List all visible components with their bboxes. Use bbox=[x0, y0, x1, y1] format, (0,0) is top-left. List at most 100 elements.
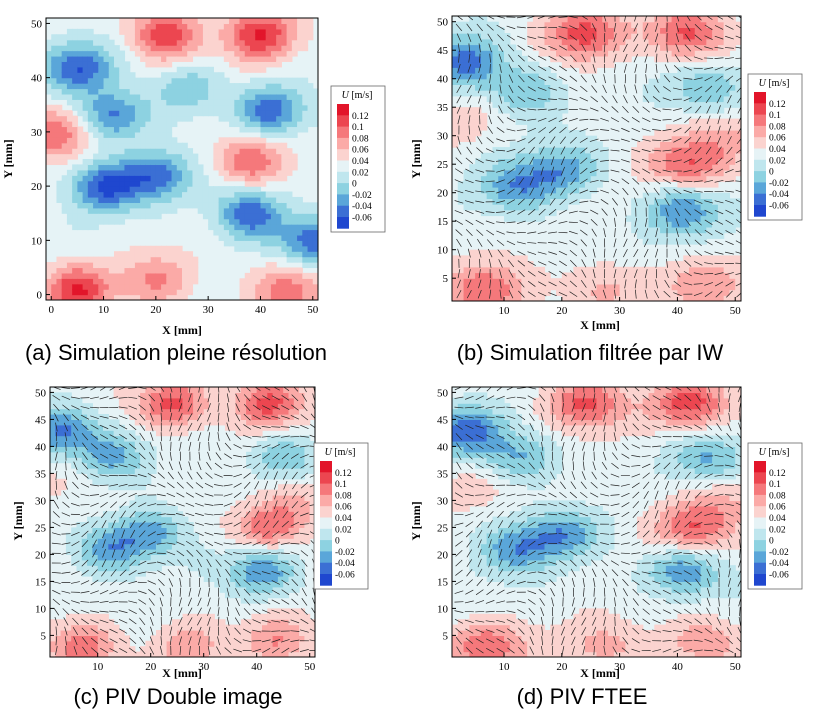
velocity-vector bbox=[223, 484, 233, 487]
velocity-vector bbox=[620, 542, 630, 545]
colorbar-swatch bbox=[754, 137, 766, 149]
velocity-vector bbox=[468, 115, 471, 125]
velocity-vector bbox=[683, 629, 693, 633]
velocity-vector bbox=[652, 609, 661, 615]
velocity-vector bbox=[81, 618, 89, 625]
velocity-vector bbox=[149, 617, 154, 626]
velocity-vector bbox=[540, 412, 544, 422]
velocity-vector bbox=[652, 435, 662, 438]
velocity-vector bbox=[527, 581, 537, 584]
velocity-vector bbox=[725, 281, 734, 287]
velocity-vector bbox=[518, 290, 525, 298]
velocity-vector bbox=[718, 597, 720, 607]
velocity-vector bbox=[693, 199, 703, 204]
velocity-vector bbox=[591, 471, 597, 480]
velocity-vector bbox=[225, 432, 231, 441]
velocity-vector bbox=[675, 481, 680, 490]
velocity-vector bbox=[570, 626, 576, 636]
velocity-vector bbox=[301, 588, 307, 597]
velocity-vector bbox=[528, 404, 536, 411]
velocity-vector bbox=[156, 493, 166, 497]
velocity-vector bbox=[684, 55, 692, 62]
velocity-vector bbox=[666, 43, 668, 53]
y-tick-label: 50 bbox=[437, 387, 449, 399]
velocity-vector bbox=[185, 502, 195, 507]
velocity-vector bbox=[486, 648, 495, 654]
velocity-vector bbox=[644, 259, 649, 268]
velocity-vector bbox=[139, 432, 146, 441]
velocity-vector bbox=[665, 207, 669, 217]
velocity-vector bbox=[195, 540, 204, 547]
velocity-vector bbox=[456, 279, 461, 289]
velocity-vector bbox=[654, 500, 659, 510]
velocity-vector bbox=[61, 512, 71, 517]
velocity-vector bbox=[157, 482, 166, 488]
velocity-vector bbox=[737, 16, 741, 19]
velocity-vector bbox=[571, 432, 576, 441]
velocity-vector bbox=[654, 481, 660, 490]
velocity-vector bbox=[589, 532, 599, 536]
velocity-vector bbox=[516, 129, 526, 131]
velocity-vector bbox=[548, 117, 557, 122]
velocity-vector bbox=[71, 550, 80, 557]
velocity-vector bbox=[580, 239, 588, 247]
velocity-vector bbox=[508, 289, 514, 299]
x-tick-label: 10 bbox=[499, 305, 511, 317]
velocity-vector bbox=[632, 413, 639, 422]
velocity-vector bbox=[262, 395, 271, 401]
velocity-vector bbox=[641, 158, 651, 163]
velocity-vector bbox=[549, 578, 556, 586]
velocity-vector bbox=[717, 105, 721, 114]
velocity-vector bbox=[643, 248, 649, 258]
velocity-vector bbox=[195, 531, 204, 536]
velocity-vector bbox=[663, 540, 671, 547]
velocity-vector bbox=[654, 520, 660, 529]
velocity-vector bbox=[528, 208, 536, 216]
velocity-vector bbox=[109, 464, 119, 468]
velocity-vector bbox=[252, 648, 262, 653]
y-tick-label: 25 bbox=[437, 159, 449, 171]
velocity-vector bbox=[662, 395, 672, 401]
velocity-vector bbox=[570, 167, 577, 175]
velocity-vector bbox=[496, 628, 505, 634]
velocity-vector bbox=[673, 395, 682, 401]
panel-caption: (c) PIV Double image bbox=[73, 684, 282, 709]
velocity-vector bbox=[592, 238, 597, 248]
velocity-vector bbox=[717, 125, 721, 135]
velocity-vector bbox=[568, 210, 578, 214]
velocity-vector bbox=[506, 415, 516, 420]
velocity-vector bbox=[725, 25, 734, 30]
velocity-vector bbox=[187, 432, 192, 441]
velocity-vector bbox=[263, 471, 269, 480]
velocity-vector bbox=[454, 579, 464, 586]
velocity-vector bbox=[570, 617, 576, 626]
velocity-vector bbox=[652, 580, 661, 585]
velocity-vector bbox=[300, 482, 309, 489]
velocity-vector bbox=[63, 617, 69, 626]
velocity-vector bbox=[109, 590, 118, 595]
velocity-vector bbox=[225, 636, 231, 645]
velocity-vector bbox=[272, 520, 279, 528]
velocity-vector bbox=[705, 146, 712, 155]
velocity-vector bbox=[485, 463, 495, 468]
velocity-vector bbox=[558, 220, 568, 224]
velocity-vector bbox=[694, 34, 702, 41]
velocity-vector bbox=[684, 116, 692, 123]
colorbar-swatch bbox=[754, 517, 766, 530]
velocity-vector bbox=[568, 522, 578, 526]
velocity-vector bbox=[168, 578, 174, 587]
y-tick-label: 45 bbox=[437, 414, 449, 426]
velocity-vector bbox=[704, 46, 714, 50]
velocity-vector bbox=[716, 16, 724, 20]
velocity-vector bbox=[487, 248, 493, 258]
velocity-vector bbox=[631, 482, 640, 489]
velocity-vector bbox=[72, 617, 79, 625]
velocity-vector bbox=[243, 618, 251, 625]
velocity-vector bbox=[138, 646, 146, 655]
velocity-vector bbox=[290, 436, 300, 438]
colorbar-swatch bbox=[337, 160, 349, 173]
velocity-vector bbox=[488, 548, 492, 558]
velocity-vector bbox=[486, 239, 494, 247]
velocity-vector bbox=[631, 158, 641, 163]
colorbar-swatch bbox=[754, 205, 766, 217]
